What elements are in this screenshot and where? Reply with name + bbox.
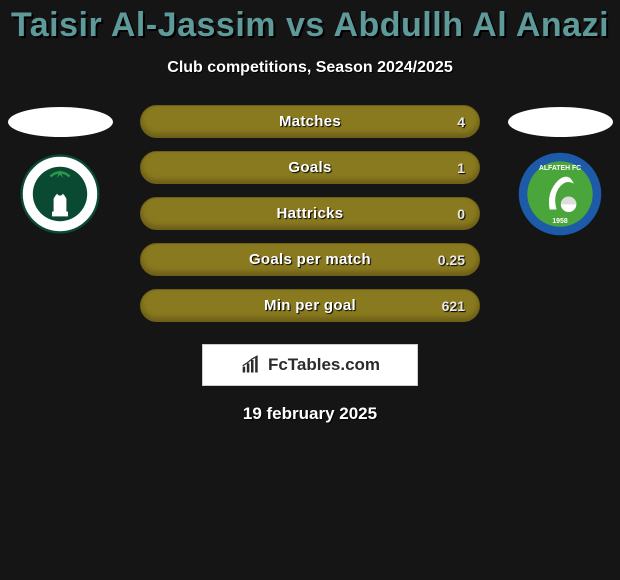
al-ahli-badge-icon <box>20 154 100 234</box>
brand-text: FcTables.com <box>268 355 380 375</box>
left-player-photo-placeholder <box>8 107 113 137</box>
brand-box: FcTables.com <box>202 344 418 386</box>
stat-label: Min per goal <box>264 297 356 314</box>
subtitle: Club competitions, Season 2024/2025 <box>0 59 620 77</box>
stat-right-value: 0.25 <box>438 244 465 275</box>
stat-label: Goals per match <box>249 251 371 268</box>
svg-text:1958: 1958 <box>552 218 567 225</box>
stat-label: Goals <box>288 159 331 176</box>
stat-row: Matches 4 <box>140 105 480 138</box>
left-club-badge <box>10 149 110 239</box>
right-club-badge: 1958 ALFATEH FC <box>510 149 610 239</box>
right-player-photo-placeholder <box>508 107 613 137</box>
stat-label: Hattricks <box>277 205 344 222</box>
stat-row: Hattricks 0 <box>140 197 480 230</box>
bar-chart-icon <box>240 355 262 375</box>
stat-label: Matches <box>279 113 341 130</box>
stat-row: Min per goal 621 <box>140 289 480 322</box>
stat-right-value: 621 <box>442 290 465 321</box>
page-title: Taisir Al-Jassim vs Abdullh Al Anazi <box>0 6 620 45</box>
left-player-panel <box>0 105 120 239</box>
stat-right-value: 0 <box>457 198 465 229</box>
stat-right-value: 1 <box>457 152 465 183</box>
al-fateh-badge-icon: 1958 ALFATEH FC <box>517 151 603 237</box>
stat-row: Goals 1 <box>140 151 480 184</box>
generated-date: 19 february 2025 <box>0 404 620 424</box>
stats-bars: Matches 4 Goals 1 Hattricks 0 Goals per … <box>140 105 480 322</box>
main-area: 1958 ALFATEH FC Matches 4 Goals 1 Hattri… <box>0 105 620 424</box>
right-player-panel: 1958 ALFATEH FC <box>500 105 620 239</box>
comparison-card: Taisir Al-Jassim vs Abdullh Al Anazi Clu… <box>0 0 620 424</box>
stat-row: Goals per match 0.25 <box>140 243 480 276</box>
svg-text:ALFATEH FC: ALFATEH FC <box>539 165 581 172</box>
stat-right-value: 4 <box>457 106 465 137</box>
